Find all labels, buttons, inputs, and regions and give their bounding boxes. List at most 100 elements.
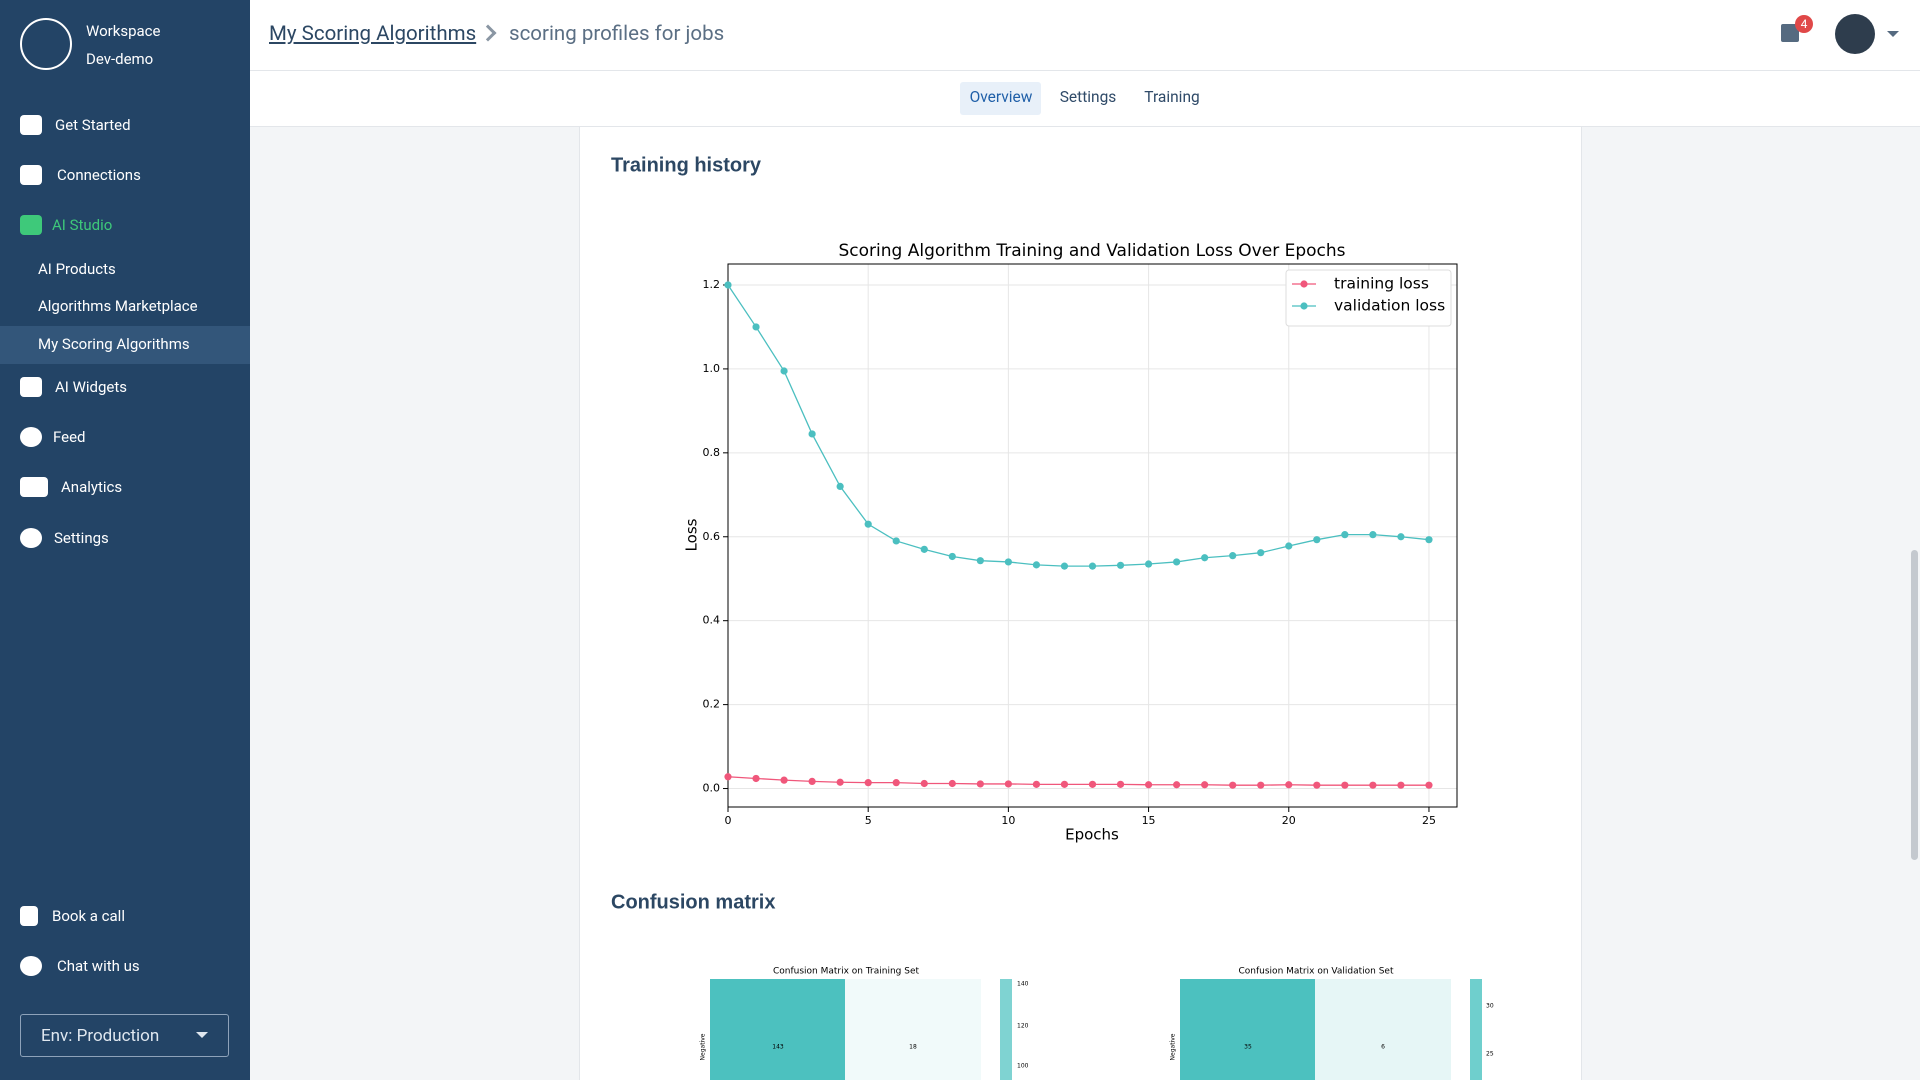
data-point — [1060, 562, 1069, 570]
data-point — [1397, 533, 1405, 541]
cm-row-label: Negative — [700, 1033, 707, 1060]
caret — [1887, 31, 1899, 43]
data-point — [1201, 781, 1209, 789]
gift-icon[interactable] — [1781, 24, 1799, 42]
logo — [20, 18, 72, 70]
x-tick-label: 0 — [725, 814, 732, 827]
data-point — [892, 537, 900, 545]
cm-value: 143 — [772, 1044, 784, 1051]
data-point — [892, 779, 900, 787]
data-point — [752, 323, 760, 331]
colorbar-tick: 120 — [1017, 1023, 1029, 1030]
data-point — [1173, 781, 1181, 789]
icon — [20, 165, 42, 185]
data-point — [976, 780, 984, 788]
nav-item[interactable]: Get Started — [55, 116, 131, 134]
data-point — [1257, 781, 1265, 789]
scrollbar[interactable] — [1911, 550, 1918, 860]
section-title: Training history — [611, 154, 762, 176]
sidebar: Workspace Dev-demo Get Started Connectio… — [0, 0, 250, 1080]
nav-item[interactable]: Connections — [57, 166, 141, 184]
data-point — [836, 482, 844, 491]
icon — [20, 477, 48, 497]
avatar[interactable] — [1835, 14, 1875, 54]
data-point — [1088, 780, 1097, 788]
x-tick-label: 25 — [1422, 814, 1436, 827]
data-point — [1032, 561, 1041, 569]
x-tick-label: 15 — [1142, 814, 1156, 827]
data-point — [1285, 781, 1293, 789]
series-line — [727, 776, 1429, 786]
data-point — [1397, 781, 1405, 789]
cm-value: 35 — [1244, 1044, 1252, 1051]
chevron — [479, 24, 497, 42]
breadcrumb-current: scoring profiles for jobs — [509, 22, 725, 46]
nav-item[interactable]: Feed — [53, 428, 86, 446]
workspace-name[interactable]: Dev-demo — [86, 50, 154, 68]
nav-item[interactable]: Settings — [54, 529, 109, 547]
cm-title: Confusion Matrix on Validation Set — [1239, 967, 1394, 977]
data-point — [724, 281, 732, 289]
data-point — [1425, 536, 1433, 544]
data-point — [1257, 549, 1265, 557]
data-point — [1060, 780, 1069, 788]
confusion-matrix: Confusion Matrix on Training Set 143 18 … — [700, 967, 1029, 1080]
data-point — [808, 430, 816, 438]
data-point — [1341, 531, 1349, 539]
tab[interactable]: Settings — [1059, 88, 1117, 106]
x-tick-label: 20 — [1282, 814, 1296, 827]
nav-item[interactable]: AI Widgets — [55, 378, 128, 396]
data-point — [780, 776, 788, 784]
nav-item[interactable]: AI Studio — [52, 216, 113, 234]
nav-item[interactable]: Algorithms Marketplace — [38, 297, 198, 315]
breadcrumb-link[interactable]: My Scoring Algorithms — [269, 22, 477, 46]
icon — [20, 906, 38, 926]
data-point — [948, 779, 956, 788]
data-point — [836, 778, 844, 786]
data-point — [752, 774, 760, 783]
plot-frame — [727, 263, 1458, 808]
data-point — [864, 779, 872, 787]
workspace-label: Workspace — [86, 22, 161, 40]
tab[interactable]: Training — [1144, 88, 1200, 106]
icon — [20, 956, 42, 976]
y-tick-label: 1.0 — [703, 362, 721, 375]
nav-item[interactable]: My Scoring Algorithms — [38, 335, 190, 353]
tab[interactable]: Overview — [969, 88, 1033, 106]
env-label: Env: Production — [41, 1026, 160, 1046]
nav-item[interactable]: Analytics — [61, 478, 123, 496]
y-tick-label: 0.4 — [703, 614, 721, 627]
data-point — [724, 773, 732, 781]
data-point — [1116, 561, 1125, 569]
footer-item[interactable]: Chat with us — [57, 957, 140, 975]
cm-value: 18 — [909, 1044, 917, 1051]
data-point — [1229, 781, 1237, 789]
colorbar — [1470, 979, 1482, 1080]
cm-cell — [845, 979, 981, 1080]
data-point — [1425, 781, 1433, 789]
cm-cell — [1180, 979, 1315, 1080]
colorbar — [1000, 979, 1012, 1080]
data-point — [920, 779, 928, 788]
content-card: Training history Confusion matrix Confus… — [579, 127, 1582, 1080]
footer-item[interactable]: Book a call — [52, 907, 125, 925]
series-line — [727, 284, 1430, 567]
data-point — [1144, 781, 1153, 789]
data-point — [1369, 781, 1377, 789]
data-point — [920, 545, 928, 553]
data-point — [1004, 558, 1012, 566]
legend-marker — [1300, 280, 1308, 288]
env-select[interactable]: Env: Production — [20, 1014, 229, 1057]
y-axis-label: Loss — [683, 518, 701, 551]
data-point — [1341, 781, 1349, 789]
icon — [20, 115, 42, 135]
data-point — [1313, 536, 1321, 544]
header: My Scoring Algorithms scoring profiles f… — [250, 0, 1920, 71]
x-tick-label: 10 — [1001, 814, 1015, 827]
colorbar-tick: 25 — [1486, 1051, 1494, 1058]
icon — [20, 215, 42, 235]
data-point — [1116, 780, 1125, 788]
nav-item[interactable]: AI Products — [38, 260, 116, 278]
confusion-matrix: Confusion Matrix on Validation Set 35 6 … — [1170, 967, 1494, 1080]
